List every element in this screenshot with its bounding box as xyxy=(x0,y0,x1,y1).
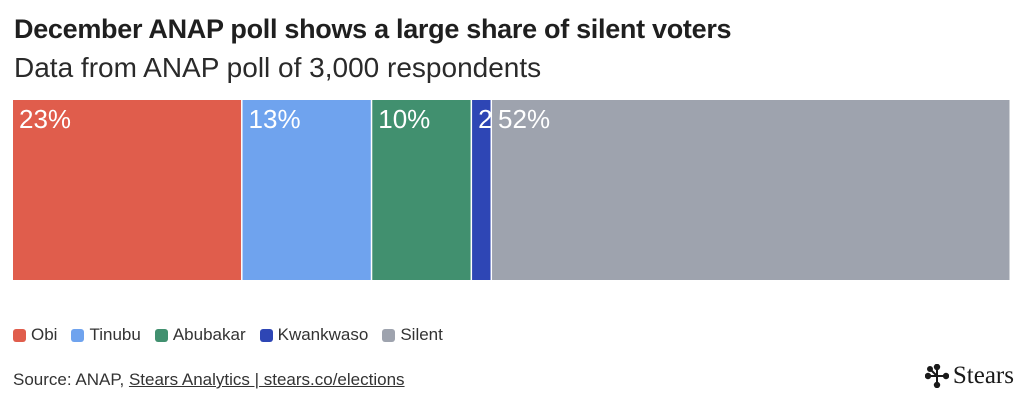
legend-label-kwankwaso: Kwankwaso xyxy=(277,325,369,344)
data-label-kwankwaso: 2 xyxy=(478,104,492,134)
chart-title: December ANAP poll shows a large share o… xyxy=(14,14,732,44)
legend-item-kwankwaso: Kwankwaso xyxy=(259,325,369,345)
data-label-obi: 23% xyxy=(19,104,71,134)
legend-item-abubakar: Abubakar xyxy=(154,325,246,345)
bar-segment-kwankwaso xyxy=(472,100,491,280)
brand-logo: Stears xyxy=(924,362,1014,390)
source-link[interactable]: Stears Analytics | stears.co/elections xyxy=(128,370,405,389)
data-label-silent: 52% xyxy=(498,104,550,134)
legend-label-obi: Obi xyxy=(31,325,58,344)
source-note: Source: ANAP, Stears Analytics | stears.… xyxy=(13,370,405,390)
stacked-bar-chart: 23% 13% 10% 2 52% xyxy=(13,100,1010,280)
legend-swatch-obi xyxy=(13,328,26,342)
brand-name: Stears xyxy=(952,362,1014,389)
chart-subtitle: Data from ANAP poll of 3,000 respondents xyxy=(14,52,542,83)
bar-segment-tinubu xyxy=(242,100,371,280)
bar-segment-abubakar xyxy=(372,100,471,280)
legend-swatch-tinubu xyxy=(71,328,85,342)
data-label-abubakar: 10% xyxy=(378,104,430,134)
chart-legend: Obi Tinubu Abubakar Kwankwaso Silent xyxy=(13,325,443,345)
data-label-tinubu: 13% xyxy=(249,104,301,134)
legend-label-silent: Silent xyxy=(400,325,443,344)
legend-swatch-kwankwaso xyxy=(259,328,273,342)
legend-item-silent: Silent xyxy=(382,325,443,345)
source-prefix: Source: ANAP, xyxy=(13,370,125,389)
legend-swatch-abubakar xyxy=(154,328,168,342)
legend-item-obi: Obi xyxy=(13,325,57,345)
legend-label-tinubu: Tinubu xyxy=(89,325,141,344)
bar-segment-obi xyxy=(13,100,242,280)
legend-swatch-silent xyxy=(382,328,396,342)
stears-logo-icon xyxy=(924,364,949,388)
legend-label-abubakar: Abubakar xyxy=(172,325,246,344)
legend-item-tinubu: Tinubu xyxy=(71,325,141,345)
bar-segment-silent xyxy=(492,100,1010,280)
